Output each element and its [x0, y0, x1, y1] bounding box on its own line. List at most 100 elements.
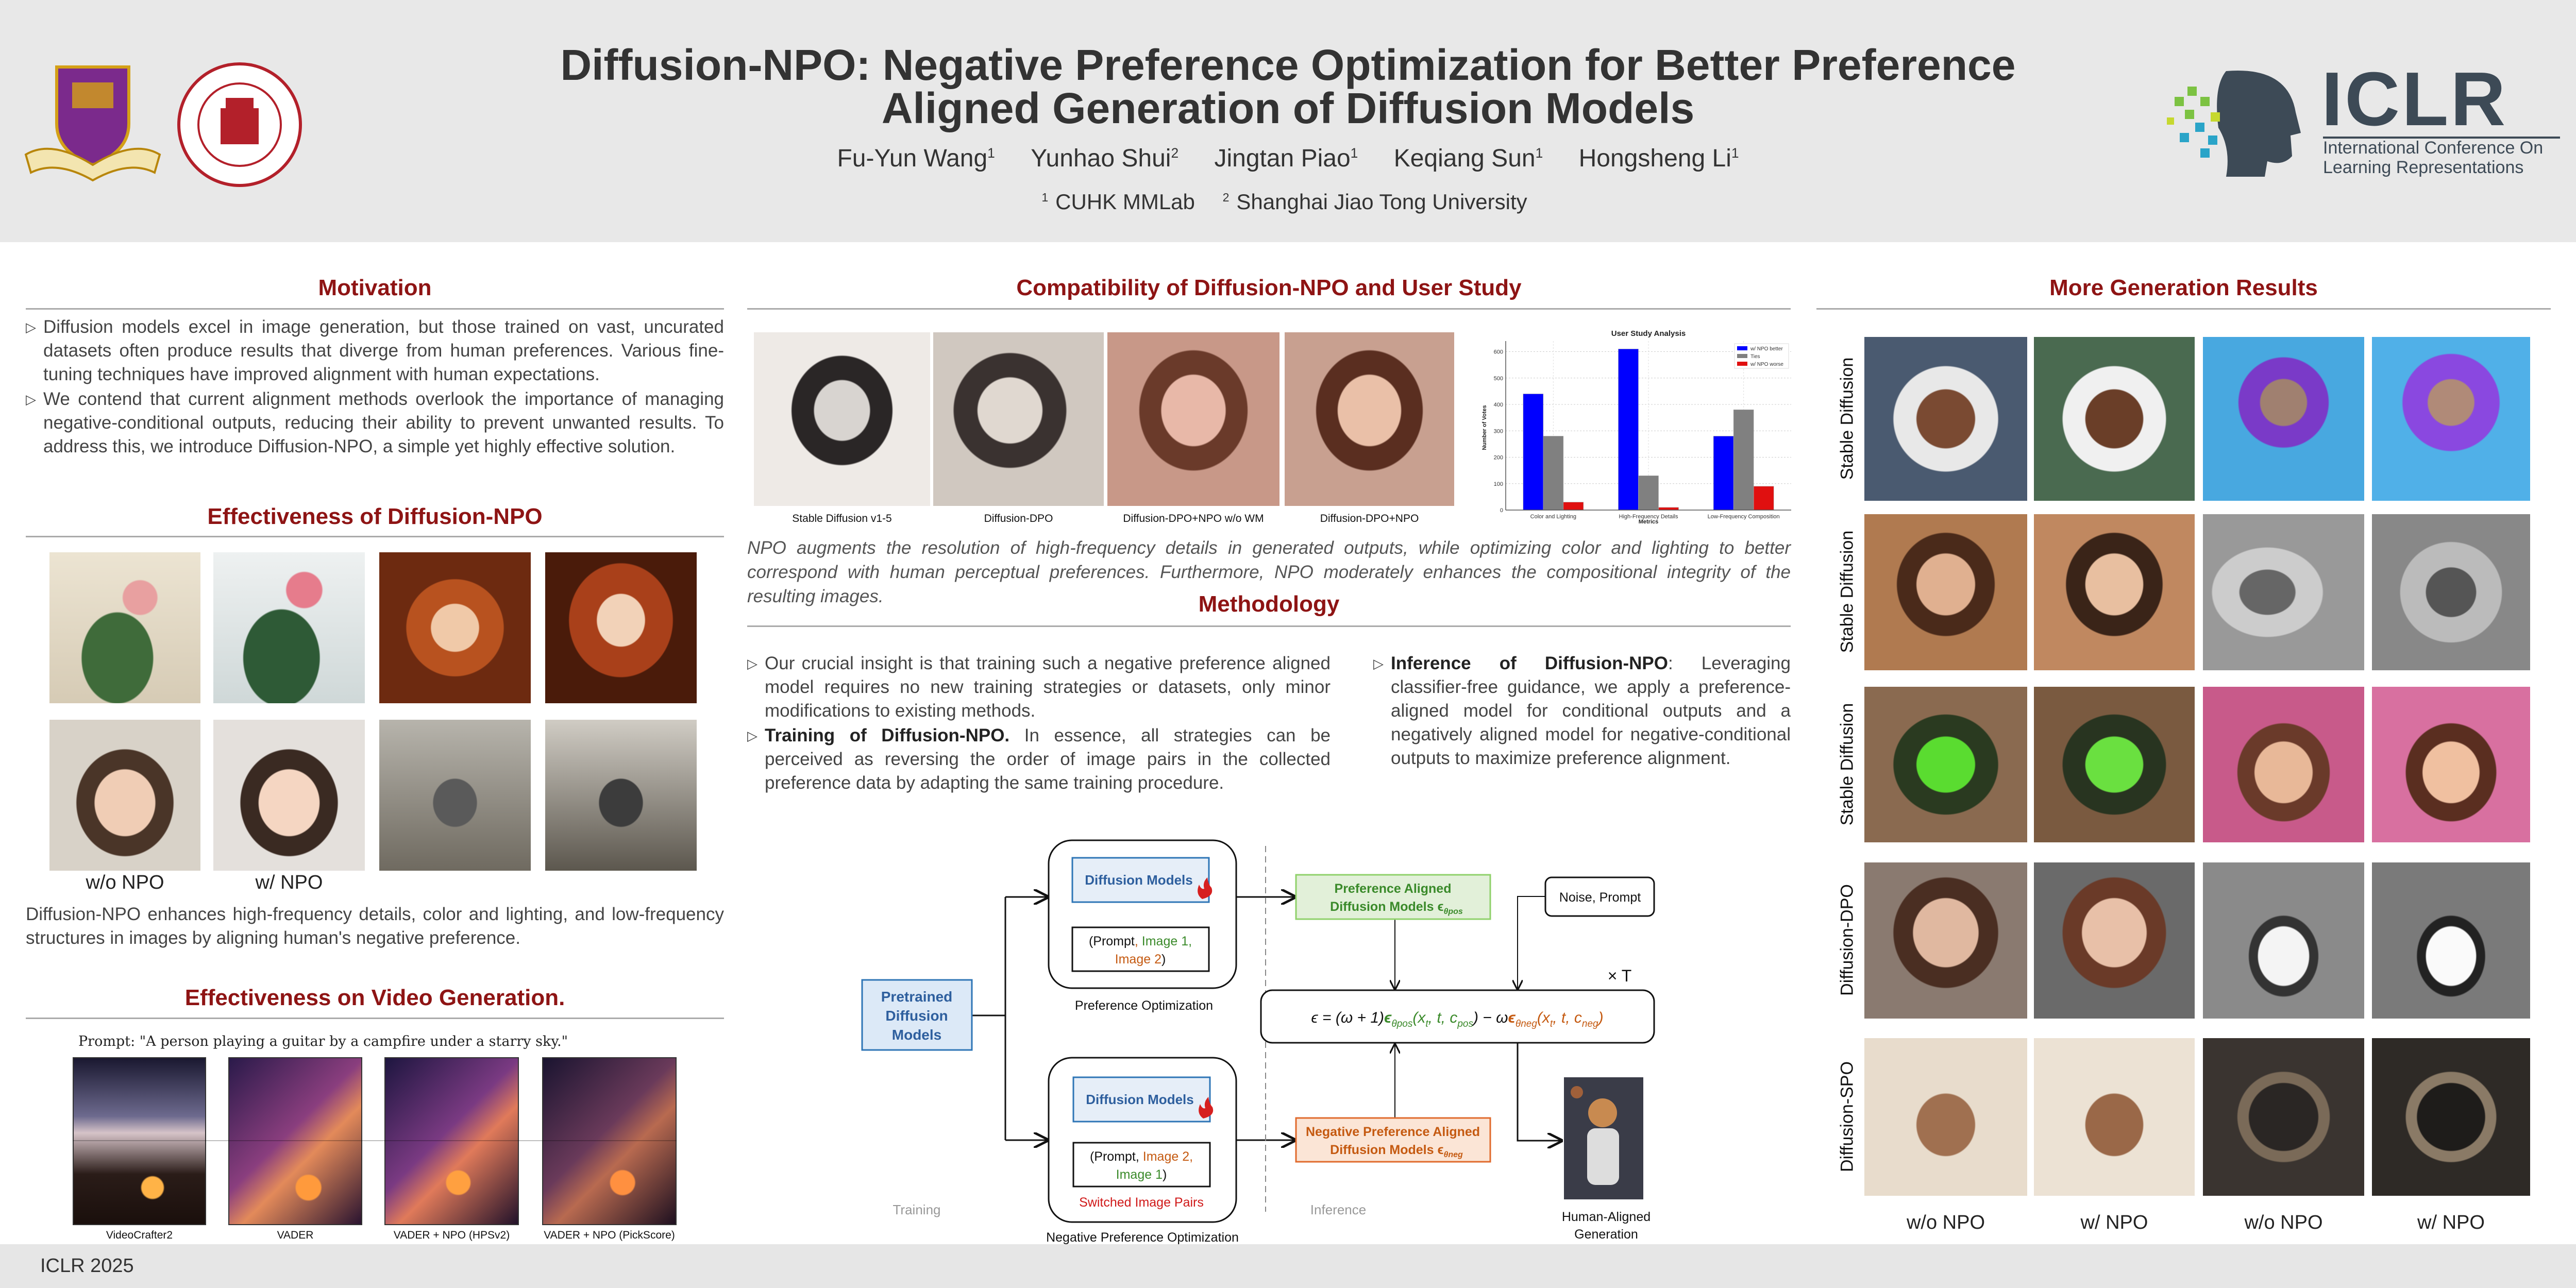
column-label: w/o NPO — [2244, 1212, 2323, 1233]
switched-image-pairs-label: Switched Image Pairs — [1079, 1195, 1204, 1210]
motivation-bullet: We contend that current alignment method… — [26, 387, 724, 459]
bullet-bold-lead: Inference of Diffusion-NPO — [1391, 653, 1668, 673]
generation-result-image — [1864, 862, 2027, 1019]
method-diagram: Pretrained Diffusion Models Diffusion Mo… — [861, 839, 1655, 1245]
video-frames-vader-npo-hpsv2 — [384, 1057, 519, 1225]
neg-model-text: Diffusion Models ϵ — [1330, 1143, 1443, 1157]
pos-model-label: Preference Aligned — [1335, 882, 1452, 896]
author: Fu-Yun Wang1 — [837, 145, 995, 172]
formula-term: t — [1425, 1019, 1428, 1029]
diffusion-models-box — [1071, 857, 1210, 903]
methodology-bullets-right: Inference of Diffusion-NPO: Leveraging c… — [1373, 652, 1791, 771]
neg-model-label: Negative Preference Aligned — [1306, 1125, 1480, 1139]
pos-model-text: Diffusion Models ϵ — [1330, 900, 1443, 914]
preference-aligned-model-box — [1295, 874, 1491, 920]
sjtu-logo — [177, 62, 303, 188]
poster-footer — [0, 1244, 2576, 1288]
pair-prompt: (Prompt — [1090, 1149, 1136, 1164]
noise-prompt-box — [1544, 876, 1655, 917]
generation-result-image — [1864, 1038, 2027, 1196]
chart-bar — [1733, 409, 1754, 511]
generation-result-image — [2372, 514, 2530, 670]
negative-preference-optimization-label: Negative Preference Optimization — [1046, 1230, 1239, 1245]
example-image-child-with-npo — [213, 720, 365, 871]
section-heading-compatibility: Compatibility of Diffusion-NPO and User … — [1016, 275, 1522, 300]
affil-sup: 2 — [1222, 191, 1230, 204]
formula-term: (x — [1412, 1009, 1426, 1026]
section-divider — [747, 625, 1791, 627]
pair-image2: Image 2 — [1115, 952, 1161, 967]
author: Jingtan Piao1 — [1214, 145, 1358, 172]
compat-paragraph: NPO augments the resolution of high-freq… — [747, 538, 1791, 606]
pretrained-models-box — [861, 979, 973, 1051]
formula-term: ) — [1597, 1009, 1604, 1026]
times-t-label: × T — [1608, 967, 1632, 985]
poster-header — [0, 0, 2576, 242]
pair-prompt: (Prompt — [1089, 934, 1135, 948]
section-heading-video: Effectiveness on Video Generation. — [184, 985, 565, 1010]
chart-legend: w/ NPO better Ties w/ NPO worse — [1734, 343, 1789, 369]
formula-term: neg — [1582, 1019, 1598, 1029]
cuhk-logo — [21, 62, 165, 185]
generation-result-image — [1864, 687, 2027, 842]
generation-result-image — [1864, 337, 2027, 501]
formula-term: θneg — [1516, 1019, 1537, 1029]
chart-ytick-label: 400 — [1494, 402, 1503, 408]
diffusion-models-box — [1072, 1076, 1211, 1123]
author: Hongsheng Li1 — [1579, 145, 1739, 172]
formula-term: t — [1550, 1019, 1553, 1029]
compat-image-dpo-npo — [1285, 332, 1454, 506]
arrow — [1517, 1043, 1561, 1141]
formula-term: ϵ — [1384, 1009, 1392, 1026]
chart-ytick-label: 600 — [1494, 349, 1503, 355]
affiliation: 1 CUHK MMLab — [1041, 190, 1202, 214]
formula-term: pos — [1457, 1019, 1473, 1029]
example-image-knight-with-npo — [545, 720, 697, 871]
legend-swatch — [1737, 362, 1747, 366]
compat-caption: Diffusion-DPO — [984, 513, 1053, 524]
formula-term: ϵ — [1508, 1009, 1516, 1026]
pair-image2: Image 2, — [1143, 1149, 1193, 1164]
output-label: Generation — [1574, 1227, 1638, 1242]
chart-bar — [1618, 349, 1639, 511]
generation-result-image — [2372, 337, 2530, 501]
example-image-knight-without-npo — [379, 720, 531, 871]
video-prompt: Prompt: "A person playing a guitar by a … — [78, 1033, 568, 1049]
example-image-crocodile-with-npo — [213, 552, 365, 703]
chart-bar — [1753, 486, 1774, 511]
generation-result-image — [2372, 687, 2530, 842]
bullet-bold-lead: Training of Diffusion-NPO. — [765, 725, 1010, 745]
guidance-formula: ϵ = (ω + 1)ϵθpos(xt, t, cpos) − ωϵθneg(x… — [1311, 1009, 1603, 1029]
pair-image1: Image 1 — [1116, 1167, 1163, 1182]
legend-label: w/ NPO worse — [1750, 362, 1783, 367]
author-name: Hongsheng Li — [1578, 145, 1731, 172]
chart-ylabel: Number of Votes — [1481, 405, 1488, 450]
column-label: w/ NPO — [2417, 1212, 2485, 1233]
section-divider — [1816, 308, 2551, 310]
pair-close: ) — [1163, 1167, 1167, 1182]
author-affil-sup: 1 — [1350, 145, 1358, 161]
output-label: Human-Aligned — [1562, 1210, 1651, 1224]
preference-optimization-label: Preference Optimization — [1075, 998, 1213, 1013]
author-affil-sup: 2 — [1171, 145, 1179, 161]
iclr-logo-rule — [2323, 137, 2560, 139]
fire-icon — [1199, 1097, 1214, 1118]
section-divider — [747, 308, 1791, 310]
training-label: Training — [893, 1202, 941, 1217]
column-label: w/o NPO — [1906, 1212, 1985, 1233]
column-label: w/ NPO — [2080, 1212, 2148, 1233]
iclr-logo-text: ICLR — [2321, 57, 2508, 142]
formula-term: (x — [1537, 1009, 1551, 1026]
example-image-child-without-npo — [49, 720, 200, 871]
chart-bar — [1563, 502, 1584, 511]
row-label: Stable Diffusion — [1837, 703, 1857, 826]
chart-bar — [1523, 394, 1544, 511]
generation-result-image — [2034, 337, 2195, 501]
user-study-chart: User Study Analysis Metrics Number of Vo… — [1481, 329, 1791, 525]
video-label: VADER — [277, 1229, 314, 1241]
chart-bar — [1713, 436, 1734, 511]
neg-model-label: Diffusion Models ϵθneg — [1330, 1143, 1463, 1159]
formula-term: , t, c — [1553, 1009, 1582, 1026]
iclr-logo: ICLR International Conference On Learnin… — [2164, 57, 2560, 185]
iclr-logo-sub2: Learning Representations — [2323, 158, 2524, 177]
